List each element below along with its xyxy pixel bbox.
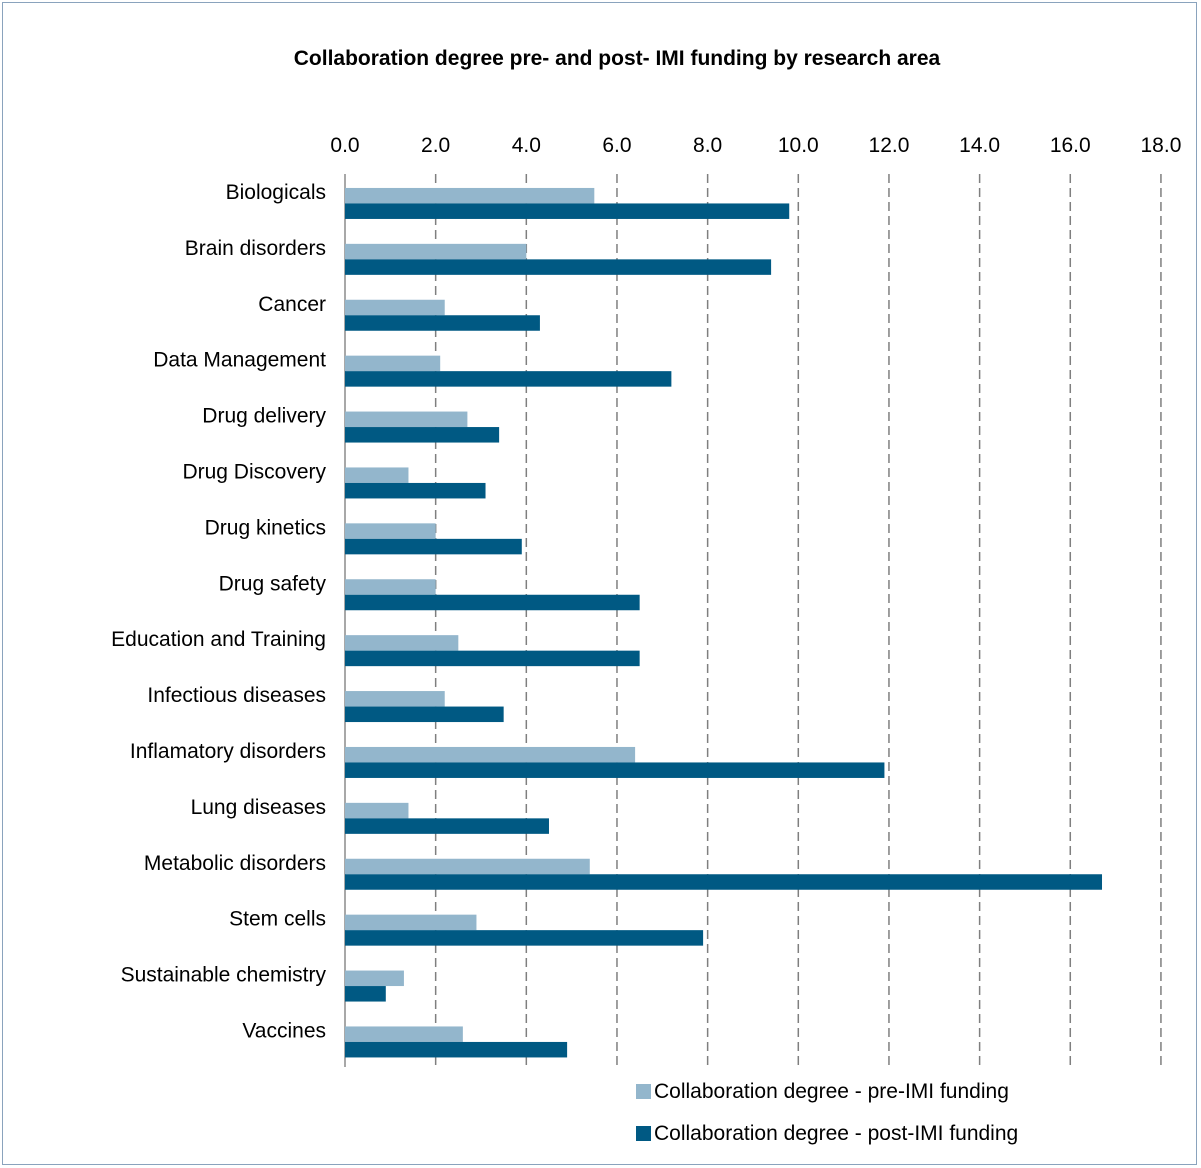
category-label: Drug kinetics (205, 516, 326, 539)
legend: Collaboration degree - pre-IMI funding Co… (636, 1080, 1018, 1145)
bar-pre-imi (345, 914, 477, 931)
bar-post-imi (345, 930, 704, 946)
bar-post-imi (345, 538, 522, 555)
category-label: Drug delivery (202, 405, 326, 428)
bar-pre-imi (345, 299, 445, 316)
bar-post-imi (345, 259, 772, 275)
legend-swatch (636, 1126, 651, 1141)
bar-pre-imi (345, 411, 468, 428)
legend-label: Collaboration degree - pre-IMI funding (654, 1080, 1009, 1103)
bar-pre-imi (345, 970, 404, 987)
bar-pre-imi (345, 187, 595, 204)
x-tick-label: 14.0 (959, 134, 1000, 157)
bar-post-imi (345, 986, 386, 1002)
bars (345, 187, 1103, 1058)
bar-pre-imi (345, 691, 445, 707)
bar-post-imi (345, 427, 500, 443)
category-label: Inflamatory disorders (130, 740, 326, 763)
x-axis-ticks: 0.0 2.0 4.0 6.0 8.0 10.0 12.0 14.0 16.0 18.0 (330, 134, 1181, 157)
bar-post-imi (345, 371, 672, 387)
bar-post-imi (345, 594, 640, 611)
x-tick-label: 16.0 (1050, 134, 1091, 157)
bar-pre-imi (345, 802, 409, 819)
category-label: Metabolic disorders (144, 852, 326, 875)
bar-pre-imi (345, 467, 409, 483)
bar-post-imi (345, 315, 540, 331)
category-label: Drug safety (219, 572, 327, 595)
x-tick-label: 18.0 (1141, 134, 1182, 157)
bar-post-imi (345, 874, 1103, 890)
category-label: Biologicals (226, 181, 326, 204)
x-tick-label: 6.0 (602, 134, 631, 157)
category-label: Infectious diseases (147, 684, 326, 707)
bar-post-imi (345, 1041, 568, 1058)
category-label: Sustainable chemistry (121, 964, 327, 987)
category-labels: Biologicals Brain disorders Cancer Data Man… (111, 181, 326, 1042)
bar-post-imi (345, 818, 549, 834)
legend-swatch (636, 1084, 651, 1099)
bar-pre-imi (345, 1026, 463, 1042)
bar-pre-imi (345, 355, 441, 372)
bar-post-imi (345, 203, 790, 219)
bar-post-imi (345, 482, 486, 499)
x-tick-label: 10.0 (778, 134, 819, 157)
x-tick-label: 0.0 (330, 134, 359, 157)
x-tick-label: 4.0 (512, 134, 541, 157)
x-tick-label: 8.0 (693, 134, 722, 157)
x-tick-label: 12.0 (869, 134, 910, 157)
category-label: Cancer (258, 293, 326, 316)
bar-post-imi (345, 706, 504, 723)
chart-title: Collaboration degree pre- and post- IMI … (294, 47, 941, 70)
category-label: Data Management (153, 349, 326, 372)
legend-label: Collaboration degree - post-IMI funding (654, 1122, 1018, 1145)
bar-pre-imi (345, 746, 636, 763)
bar-pre-imi (345, 579, 436, 595)
x-tick-label: 2.0 (421, 134, 450, 157)
category-label: Education and Training (111, 628, 326, 651)
category-label: Drug Discovery (182, 460, 326, 483)
bar-post-imi (345, 762, 885, 778)
bar-pre-imi (345, 243, 527, 260)
bar-pre-imi (345, 635, 459, 651)
bar-pre-imi (345, 858, 590, 875)
bar-post-imi (345, 650, 640, 667)
bar-pre-imi (345, 523, 436, 539)
category-label: Lung diseases (191, 796, 326, 819)
category-label: Vaccines (242, 1019, 326, 1042)
category-label: Stem cells (229, 908, 326, 931)
category-label: Brain disorders (185, 237, 326, 260)
